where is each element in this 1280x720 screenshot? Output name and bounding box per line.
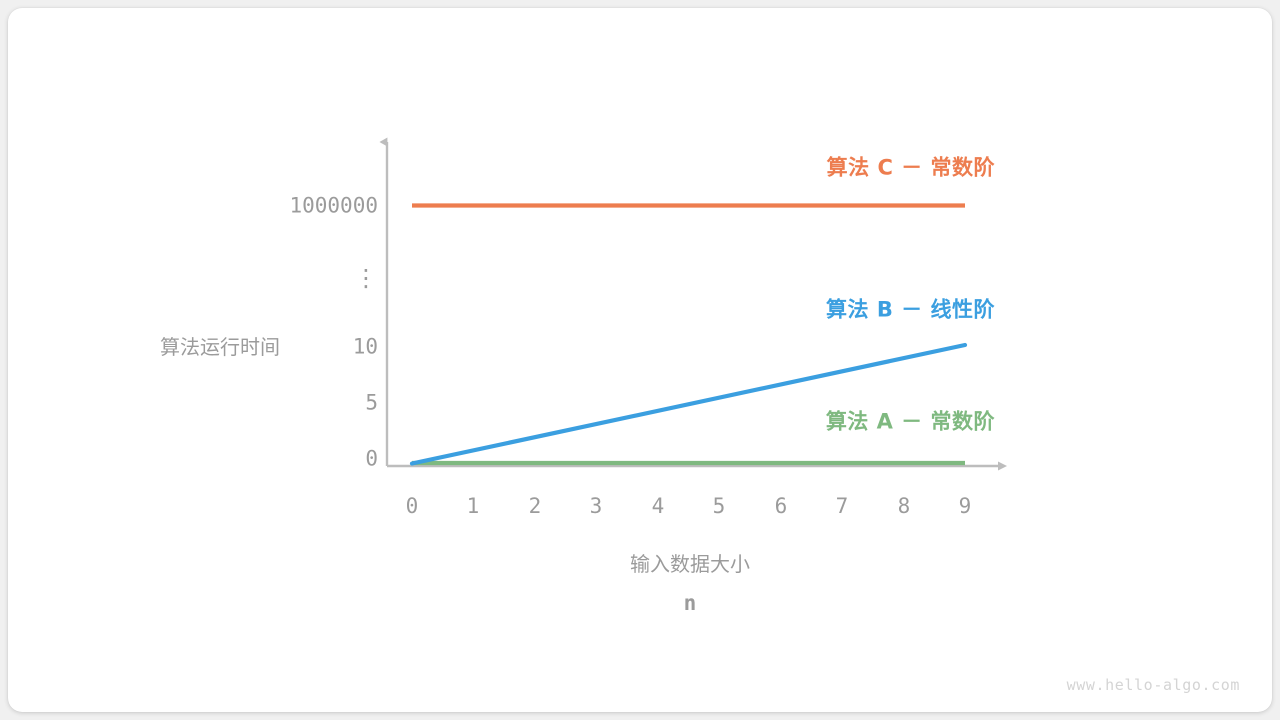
series-line-b (409, 342, 968, 466)
x-tick-label-9: 9 (958, 494, 972, 518)
x-tick-label-4: 4 (651, 494, 665, 518)
x-axis-title: 输入数据大小 (630, 552, 750, 576)
x-tick-label-7: 7 (835, 494, 849, 518)
x-tick-label-6: 6 (774, 494, 788, 518)
x-tick-label-1: 1 (466, 494, 480, 518)
x-tick-label-5: 5 (712, 494, 726, 518)
series-label-b: 算法 B － 线性阶 (826, 297, 995, 322)
series-label-a: 算法 A － 常数阶 (825, 409, 995, 434)
y-tick-label-10: 10 (352, 334, 378, 359)
y-tick-label-1000000: 1000000 (289, 193, 378, 218)
x-tick-label-2: 2 (528, 494, 542, 518)
y-tick-label-ellipsis: ⋮ (354, 264, 378, 292)
x-tick-label-3: 3 (589, 494, 603, 518)
y-tick-label-5: 5 (365, 390, 378, 415)
y-axis-title: 算法运行时间 (160, 335, 280, 359)
series-label-c: 算法 C － 常数阶 (826, 155, 995, 180)
y-tick-label-0: 0 (365, 446, 378, 471)
figure-card: 1000000 ⋮ 10 5 0 算法运行时间 0 1 2 3 4 5 6 7 … (8, 8, 1272, 712)
chart-canvas (379, 137, 1007, 471)
x-tick-label-8: 8 (897, 494, 911, 518)
x-tick-label-0: 0 (405, 494, 419, 518)
site-watermark: www.hello-algo.com (1066, 676, 1240, 694)
x-axis-variable: n (683, 591, 697, 615)
